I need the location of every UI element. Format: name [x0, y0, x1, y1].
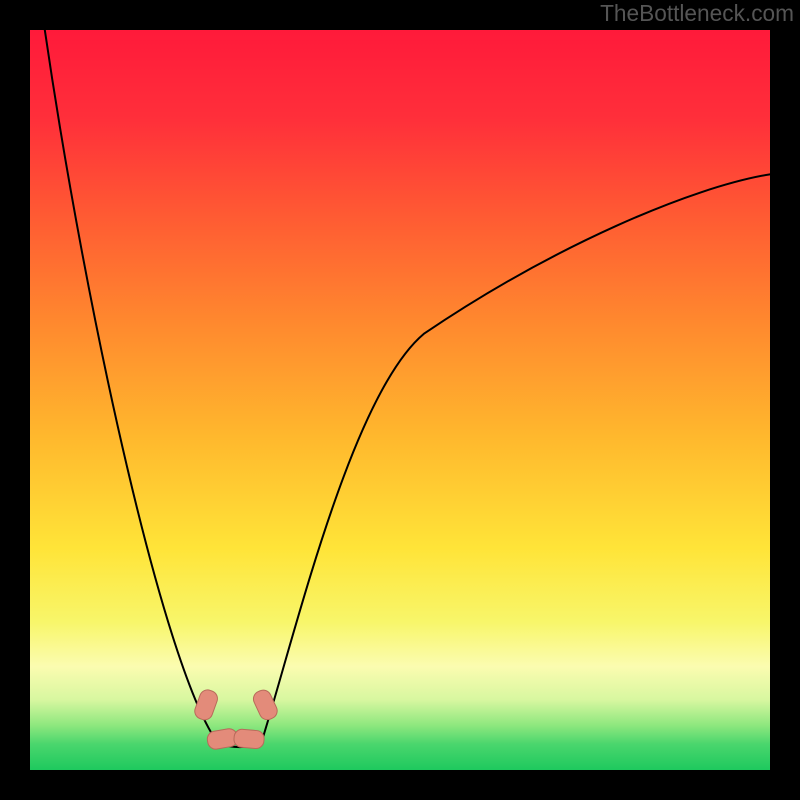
- watermark-label: TheBottleneck.com: [600, 0, 794, 27]
- chart-stage: TheBottleneck.com: [0, 0, 800, 800]
- bottleneck-chart: [0, 0, 800, 800]
- gradient-background: [30, 30, 770, 770]
- curve-marker: [233, 729, 264, 750]
